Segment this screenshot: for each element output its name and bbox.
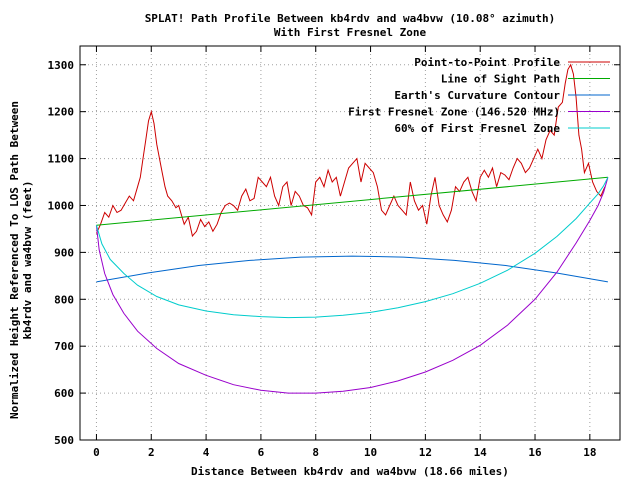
y-tick-labels: 500 600 700 800 900 1000 1100 1200 1300 [48,59,75,447]
x-tick-label: 14 [474,446,488,459]
y-tick-label: 1100 [48,153,75,166]
plot-frame [79,45,621,441]
series-line-3 [96,255,608,283]
x-tick-label: 0 [93,446,100,459]
y-tick-label: 900 [54,246,74,259]
x-tick-label: 4 [203,446,210,459]
legend-label-1: Point-to-Point Profile [414,56,560,69]
x-tick-label: 18 [583,446,596,459]
x-tick-label: 8 [312,446,319,459]
y-tick-label: 1200 [48,106,75,119]
grid-lines [80,46,620,441]
x-tick-label: 2 [148,446,155,459]
chart-title-line-1: SPLAT! Path Profile Between kb4rdv and w… [145,12,556,25]
series-lines [95,63,609,394]
x-tick-label: 10 [364,446,377,459]
x-tick-labels: 0 2 4 6 8 10 12 14 16 18 [93,446,596,459]
y-axis-title-line-1: Normalized Height Referenced To LOS Path… [8,101,21,419]
y-tick-label: 600 [54,387,74,400]
series-line-5 [95,177,609,319]
x-axis-title: Distance Between kb4rdv and wa4bvw (18.6… [191,465,509,478]
chart-title-line-2: With First Fresnel Zone [274,26,427,39]
legend: Point-to-Point Profile Line of Sight Path… [348,56,610,135]
legend-label-5: 60% of First Fresnel Zone [394,122,560,135]
series-line-2 [96,176,608,226]
y-tick-label: 800 [54,293,74,306]
y-tick-label: 700 [54,340,74,353]
series-line-1 [95,63,606,238]
x-tick-label: 16 [528,446,542,459]
x-tick-label: 6 [258,446,265,459]
series-line-4 [95,177,609,394]
y-axis-title-line-2: kb4rdv and wa4bvw (feet) [21,181,34,340]
y-tick-label: 500 [54,434,74,447]
y-tick-label: 1000 [48,199,75,212]
y-tick-label: 1300 [48,59,75,72]
x-tick-label: 12 [419,446,432,459]
legend-label-3: Earth's Curvature Contour [394,89,560,102]
legend-label-4: First Fresnel Zone (146.520 MHz) [348,106,560,119]
legend-label-2: Line of Sight Path [441,73,560,86]
axis-ticks [80,46,620,441]
